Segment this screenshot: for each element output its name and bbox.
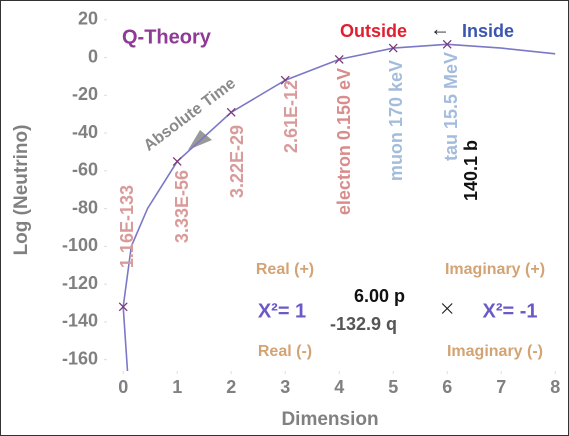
point-label: muon 170 keV bbox=[386, 60, 406, 181]
y-tick-label: -160 bbox=[62, 348, 98, 368]
annotation: X²= -1 bbox=[482, 300, 537, 322]
point-label: tau 15.5 MeV bbox=[441, 52, 461, 161]
x-tick-label: 7 bbox=[496, 377, 506, 397]
x-tick-label: 3 bbox=[280, 377, 290, 397]
annotation: Imaginary (+) bbox=[445, 261, 545, 278]
y-tick-label: 0 bbox=[88, 46, 98, 66]
y-tick-label: -20 bbox=[72, 84, 98, 104]
annotation: Imaginary (-) bbox=[447, 343, 543, 360]
point-label: 3.33E-56 bbox=[172, 170, 192, 243]
x-tick-label: 0 bbox=[118, 377, 128, 397]
y-tick-label: -140 bbox=[62, 311, 98, 331]
annotation: Real (+) bbox=[256, 261, 314, 278]
x-tick-label: 1 bbox=[172, 377, 182, 397]
x-tick-label: 4 bbox=[334, 377, 344, 397]
x-tick-label: 5 bbox=[388, 377, 398, 397]
annotation: 140.1 b bbox=[461, 140, 481, 201]
x-axis-label: Dimension bbox=[281, 409, 378, 430]
y-tick-label: -60 bbox=[72, 160, 98, 180]
y-tick-label: 20 bbox=[78, 9, 98, 29]
point-label: 1.16E-133 bbox=[117, 185, 137, 268]
annotation: Real (-) bbox=[258, 343, 312, 360]
y-tick-label: -80 bbox=[72, 197, 98, 217]
chart: Q-Theory Dimension Log (Neutrino) -160 -1… bbox=[0, 0, 569, 436]
y-tick-label: -40 bbox=[72, 122, 98, 142]
frame bbox=[1, 1, 569, 436]
center-x-label: 6.00 p bbox=[354, 286, 405, 306]
chart-title: Q-Theory bbox=[122, 26, 212, 48]
x-tick-label: 2 bbox=[226, 377, 236, 397]
annotation: Inside bbox=[462, 21, 514, 41]
page: Q-Theory Dimension Log (Neutrino) -160 -1… bbox=[0, 0, 569, 436]
annotation: ← bbox=[430, 18, 450, 40]
center-value-label: -132.9 q bbox=[330, 314, 397, 334]
y-tick-label: -120 bbox=[62, 273, 98, 293]
x-tick-label: 6 bbox=[442, 377, 452, 397]
y-axis-label: Log (Neutrino) bbox=[11, 125, 32, 256]
point-label: 3.22E-29 bbox=[227, 125, 247, 198]
point-label: electron 0.150 eV bbox=[334, 68, 354, 215]
annotation: Outside bbox=[340, 21, 407, 41]
x-tick-label: 8 bbox=[550, 377, 560, 397]
y-tick-label: -100 bbox=[62, 235, 98, 255]
annotation: X²= 1 bbox=[258, 300, 306, 322]
point-label: 2.61E-12 bbox=[281, 80, 301, 153]
